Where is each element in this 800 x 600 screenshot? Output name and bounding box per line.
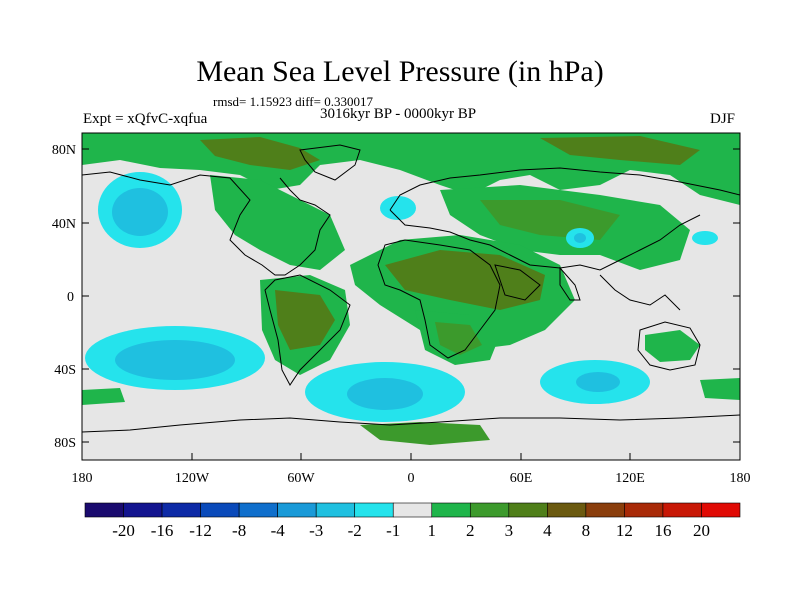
stats-line: rmsd= 1.15923 diff= 0.330017 [213,94,373,109]
colorbar-swatch [431,502,471,518]
colorbar-label: 4 [543,521,552,540]
tibet-low-inner [574,233,586,243]
colorbar-swatch [277,502,317,518]
colorbar-label: -16 [151,521,174,540]
map-title: Mean Sea Level Pressure (in hPa) [196,55,604,88]
lon-label: 180 [72,471,93,486]
lon-label: 180 [730,471,751,486]
colorbar: -20 -16 -12 -8 -4 -3 -2 -1 1 2 3 4 8 12 16 20 [84,502,741,540]
lat-label: 40N [52,217,76,232]
colorbar-label: -4 [271,521,286,540]
colorbar-swatch [161,502,201,518]
colorbar-label: -3 [309,521,323,540]
colorbar-label: -12 [189,521,212,540]
colorbar-swatch [123,502,163,518]
colorbar-label: -8 [232,521,246,540]
colorbar-label: 12 [616,521,633,540]
southeast-asia-coast [599,274,681,311]
colorbar-label: -20 [112,521,135,540]
north-atlantic-positive-region [210,175,345,270]
antarctic-positive-patches [360,422,490,445]
arctic-strong-region [200,137,320,170]
lon-label: 60E [510,471,533,486]
colorbar-swatch [508,502,548,518]
south-america-strong-region [275,290,335,350]
india-coast [559,266,581,301]
colorbar-label: 2 [466,521,475,540]
lon-label: 120E [615,471,645,486]
southern-ocean-positive-region [82,388,125,405]
north-america-coast [82,171,331,276]
colorbar-swatch [392,502,433,518]
colorbar-swatch [200,502,240,518]
south-indian-low-inner [576,372,620,392]
australia-coast [637,321,701,371]
south-america-coast [264,274,351,386]
south-pacific-low-inner [115,340,235,380]
lat-label: 80S [54,436,76,451]
colorbar-swatch [469,502,510,518]
australia-positive-region [645,330,700,362]
southern-ocean-positive-region-2 [700,378,740,400]
lon-label: 0 [408,471,415,486]
lat-label: 0 [67,290,74,305]
europe-south-coast [389,209,701,271]
colorbar-swatch [238,502,278,518]
colorbar-label: -2 [348,521,362,540]
colorbar-swatch [354,502,394,518]
colorbar-label: 20 [693,521,710,540]
colorbar-swatch [315,502,356,518]
mediterranean-low [380,196,416,220]
eurasia-coast [389,167,740,211]
africa-coast [377,239,501,359]
lat-label: 40S [54,363,76,378]
colorbar-swatch [585,502,625,518]
season-label: DJF [710,111,736,127]
lon-label: 60W [287,471,315,486]
south-atlantic-low-inner [347,378,423,410]
greenland-coast [299,144,361,181]
colorbar-swatch [701,502,741,518]
north-pacific-low-inner [112,188,168,236]
colorbar-swatch [624,502,664,518]
colorbar-label: 16 [654,521,671,540]
colorbar-label: 1 [428,521,437,540]
antarctica-coast [82,414,740,433]
lat-label: 80N [52,143,76,158]
lon-ticks [81,453,741,460]
colorbar-label: 3 [505,521,514,540]
period-line: 3016kyr BP - 0000kyr BP [320,106,477,122]
colorbar-swatch [547,502,587,518]
coastlines [82,144,740,433]
field-layer [82,133,740,460]
north-pacific-east-low [692,231,718,245]
southern-africa-strong-region [435,322,482,355]
arctic-strong-region-2 [540,136,700,165]
lon-label: 120W [175,471,210,486]
colorbar-label: 8 [582,521,591,540]
colorbar-swatch [662,502,702,518]
experiment-label: Expt = xQfvC-xqfua [83,111,208,127]
lat-ticks [82,148,740,443]
colorbar-swatch [84,502,124,518]
colorbar-label: -1 [386,521,400,540]
arabia-coast [494,264,541,301]
